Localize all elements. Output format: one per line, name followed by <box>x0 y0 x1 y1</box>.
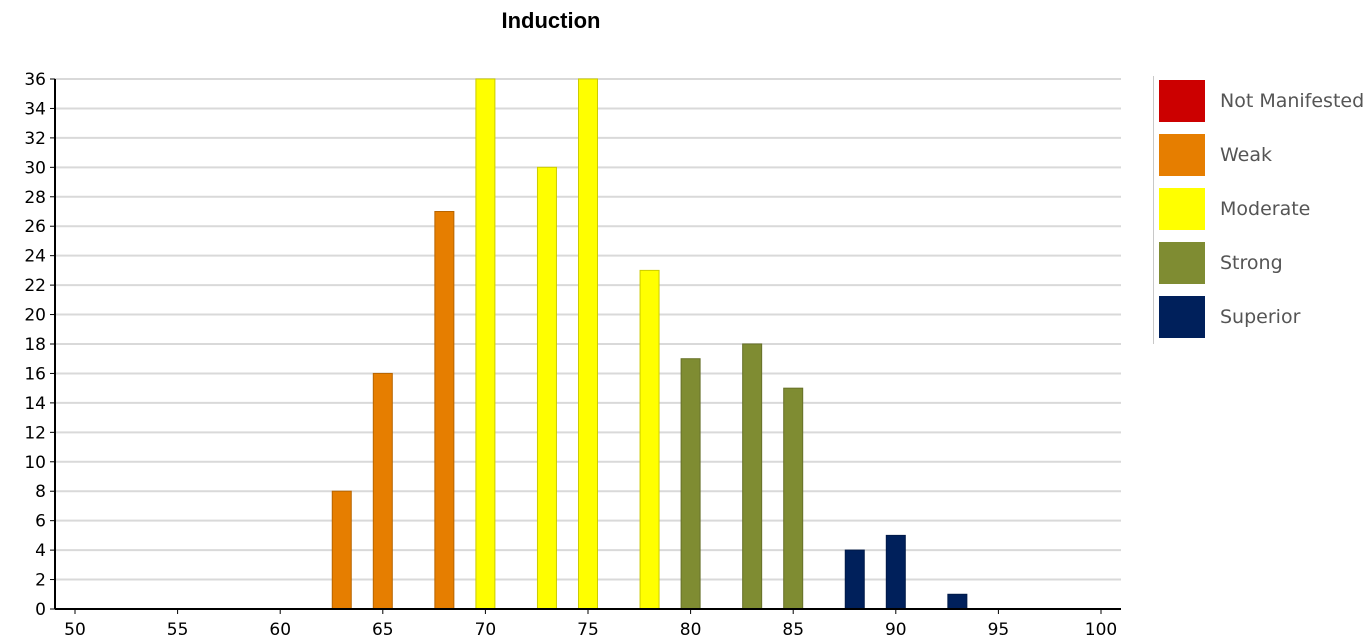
y-tick-label: 30 <box>24 158 46 178</box>
y-tick-label: 26 <box>24 217 46 237</box>
legend-item-superior: Superior <box>1159 296 1364 340</box>
bar-cap <box>374 374 392 377</box>
bar-body <box>742 343 763 610</box>
chart-title: Induction <box>501 8 601 33</box>
bar-body <box>475 78 496 610</box>
x-tick-label: 95 <box>988 620 1010 640</box>
legend-item-weak: Weak <box>1159 134 1364 178</box>
bar-strong <box>783 387 804 610</box>
bar-weak <box>372 372 393 610</box>
bar-superior <box>947 593 968 610</box>
bar-body <box>434 211 455 610</box>
y-tick-label: 10 <box>24 453 46 473</box>
legend-swatch <box>1159 134 1205 176</box>
y-tick-label: 24 <box>24 247 46 267</box>
bar-cap <box>435 212 453 215</box>
x-tick-label: 80 <box>680 620 702 640</box>
bar-body <box>536 166 557 610</box>
bar-body <box>331 490 352 610</box>
bar-cap <box>579 80 597 82</box>
x-tick-label: 50 <box>64 620 86 640</box>
bar-superior <box>844 549 865 610</box>
bar-weak <box>331 490 352 610</box>
legend-item-moderate: Moderate <box>1159 188 1364 232</box>
bar-strong <box>742 343 763 610</box>
bar-body <box>639 269 660 610</box>
bar-body <box>372 372 393 610</box>
legend-label: Strong <box>1220 252 1283 274</box>
y-tick-label: 28 <box>24 188 46 208</box>
x-tick-label: 85 <box>782 620 804 640</box>
y-tick-label: 4 <box>35 541 46 561</box>
y-tick-label: 16 <box>24 364 46 384</box>
y-tick-label: 36 <box>24 70 46 90</box>
bar-body <box>844 549 865 610</box>
x-tick-label: 70 <box>475 620 497 640</box>
y-tick-label: 8 <box>35 482 46 502</box>
bar-cap <box>333 492 351 495</box>
legend: Not Manifested Weak Moderate Strong Superior <box>1153 76 1367 344</box>
bar-cap <box>641 271 659 274</box>
x-tick-label: 75 <box>577 620 599 640</box>
legend-label: Not Manifested <box>1220 90 1365 112</box>
bar-moderate <box>475 78 496 610</box>
bar-body <box>680 358 701 610</box>
bar-body <box>885 534 906 610</box>
x-tick-label: 55 <box>167 620 189 640</box>
bar-moderate <box>639 269 660 610</box>
bar-cap <box>743 345 761 347</box>
legend-item-not-manifested: Not Manifested <box>1159 80 1364 124</box>
legend-swatch <box>1159 242 1205 284</box>
x-tick-label: 65 <box>372 620 394 640</box>
bar-body <box>783 387 804 610</box>
bar-body <box>578 78 598 610</box>
bars <box>331 78 968 610</box>
x-axis-ticks: 50 55 60 65 70 75 80 85 90 95 100 <box>64 609 1117 640</box>
y-tick-label: 34 <box>24 99 46 119</box>
x-tick-label: 60 <box>269 620 291 640</box>
bar-cap <box>887 536 905 539</box>
y-tick-label: 32 <box>24 129 46 149</box>
bar-moderate <box>536 166 557 610</box>
y-tick-label: 18 <box>24 335 46 355</box>
legend-swatch <box>1159 80 1205 122</box>
legend-label: Weak <box>1220 144 1273 166</box>
legend-item-strong: Strong <box>1159 242 1364 286</box>
legend-swatch <box>1159 188 1205 230</box>
y-tick-label: 2 <box>35 571 46 591</box>
y-tick-label: 6 <box>35 512 46 532</box>
x-tick-label: 90 <box>885 620 907 640</box>
bar-weak <box>434 211 455 610</box>
bar-strong <box>680 358 701 610</box>
y-tick-label: 22 <box>24 276 46 296</box>
bar-cap <box>846 551 864 554</box>
legend-label: Superior <box>1220 306 1301 328</box>
y-tick-label: 14 <box>24 394 46 414</box>
bar-moderate <box>578 78 598 610</box>
legend-label: Moderate <box>1220 198 1311 220</box>
y-tick-label: 12 <box>24 423 46 443</box>
bar-cap <box>784 389 802 392</box>
bar-cap <box>476 80 494 82</box>
bar-superior <box>885 534 906 610</box>
x-tick-label: 100 <box>1085 620 1117 640</box>
y-tick-label: 0 <box>35 600 46 620</box>
bar-cap <box>948 595 966 598</box>
legend-swatch <box>1159 296 1205 338</box>
bar-cap <box>682 359 700 362</box>
y-tick-label: 20 <box>24 306 46 326</box>
bar-cap <box>538 168 556 171</box>
